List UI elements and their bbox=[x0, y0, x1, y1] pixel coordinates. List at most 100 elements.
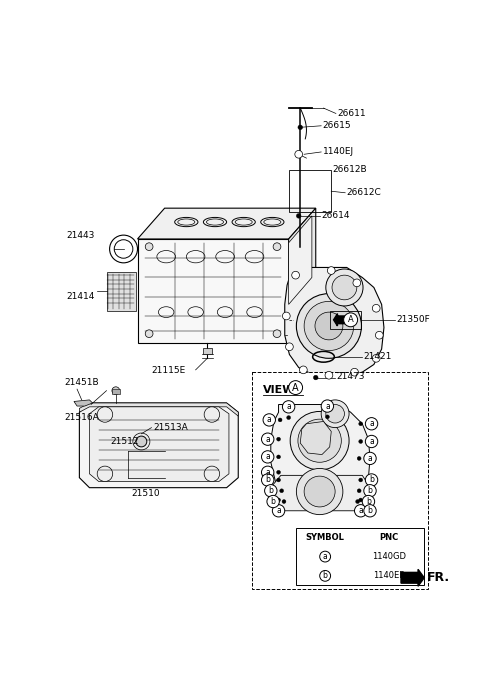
Circle shape bbox=[136, 436, 147, 447]
Polygon shape bbox=[288, 208, 316, 343]
Circle shape bbox=[364, 504, 376, 517]
Circle shape bbox=[359, 422, 362, 426]
Circle shape bbox=[304, 301, 354, 351]
Polygon shape bbox=[288, 216, 312, 304]
Circle shape bbox=[357, 456, 361, 460]
Text: 1140EJ: 1140EJ bbox=[323, 147, 354, 156]
Text: 21451B: 21451B bbox=[64, 379, 98, 387]
Text: a: a bbox=[286, 402, 291, 411]
Circle shape bbox=[364, 485, 376, 497]
Text: PNC: PNC bbox=[380, 533, 399, 542]
Text: FR.: FR. bbox=[427, 571, 450, 584]
Polygon shape bbox=[137, 239, 288, 343]
Circle shape bbox=[321, 400, 334, 412]
Text: SYMBOL: SYMBOL bbox=[306, 533, 345, 542]
Text: 21350F: 21350F bbox=[396, 315, 430, 324]
Circle shape bbox=[288, 381, 302, 395]
Text: b: b bbox=[366, 497, 371, 506]
Text: 26611: 26611 bbox=[337, 109, 366, 118]
Text: a: a bbox=[276, 506, 281, 515]
Circle shape bbox=[315, 312, 343, 340]
Bar bbox=[296, 528, 424, 585]
Circle shape bbox=[357, 509, 361, 512]
Circle shape bbox=[325, 371, 333, 379]
Circle shape bbox=[282, 312, 290, 320]
Circle shape bbox=[359, 478, 362, 482]
Polygon shape bbox=[79, 403, 238, 487]
Text: a: a bbox=[265, 435, 270, 443]
Text: 21512: 21512 bbox=[110, 437, 139, 446]
Circle shape bbox=[286, 343, 293, 351]
Circle shape bbox=[97, 407, 113, 422]
Circle shape bbox=[320, 571, 331, 581]
Circle shape bbox=[321, 400, 349, 428]
Circle shape bbox=[145, 243, 153, 251]
Circle shape bbox=[262, 474, 274, 486]
Circle shape bbox=[262, 451, 274, 463]
Polygon shape bbox=[137, 208, 316, 239]
Circle shape bbox=[296, 214, 301, 218]
Text: 26612C: 26612C bbox=[347, 189, 382, 197]
Polygon shape bbox=[285, 268, 384, 378]
Circle shape bbox=[292, 271, 300, 279]
Text: a: a bbox=[369, 419, 374, 429]
Circle shape bbox=[372, 354, 380, 362]
Circle shape bbox=[300, 366, 307, 374]
Circle shape bbox=[365, 435, 378, 448]
Circle shape bbox=[97, 466, 113, 481]
Text: 21473: 21473 bbox=[336, 372, 365, 381]
Text: b: b bbox=[323, 571, 327, 580]
Circle shape bbox=[353, 279, 360, 287]
Circle shape bbox=[298, 419, 341, 462]
Circle shape bbox=[326, 404, 345, 423]
Circle shape bbox=[278, 418, 282, 422]
Text: a: a bbox=[368, 454, 372, 463]
Text: a: a bbox=[359, 506, 363, 515]
Polygon shape bbox=[79, 403, 238, 416]
Circle shape bbox=[276, 455, 280, 459]
Circle shape bbox=[298, 125, 302, 130]
Circle shape bbox=[287, 416, 290, 420]
Text: 26614: 26614 bbox=[321, 212, 349, 220]
Circle shape bbox=[114, 240, 133, 258]
Polygon shape bbox=[271, 404, 370, 511]
Polygon shape bbox=[89, 407, 229, 481]
Circle shape bbox=[296, 293, 361, 358]
Circle shape bbox=[282, 401, 295, 413]
Circle shape bbox=[276, 470, 280, 474]
Text: 21443: 21443 bbox=[66, 231, 95, 239]
Text: a: a bbox=[265, 452, 270, 462]
Circle shape bbox=[267, 496, 279, 508]
Circle shape bbox=[296, 468, 343, 514]
Circle shape bbox=[375, 331, 383, 339]
Circle shape bbox=[273, 243, 281, 251]
Text: A: A bbox=[348, 315, 353, 324]
Circle shape bbox=[282, 500, 286, 504]
Polygon shape bbox=[112, 389, 120, 393]
Circle shape bbox=[332, 275, 357, 299]
Text: 26612B: 26612B bbox=[333, 165, 367, 174]
Circle shape bbox=[372, 304, 380, 312]
Text: b: b bbox=[369, 475, 374, 485]
Circle shape bbox=[276, 498, 280, 502]
Text: 26615: 26615 bbox=[323, 121, 351, 130]
Text: a: a bbox=[323, 552, 327, 561]
Text: A: A bbox=[292, 383, 299, 393]
Circle shape bbox=[326, 269, 363, 306]
Circle shape bbox=[364, 452, 376, 464]
Circle shape bbox=[204, 466, 220, 481]
Polygon shape bbox=[300, 421, 331, 454]
Circle shape bbox=[357, 489, 361, 493]
Text: b: b bbox=[368, 486, 372, 496]
Circle shape bbox=[145, 330, 153, 337]
Circle shape bbox=[280, 489, 284, 493]
Circle shape bbox=[273, 330, 281, 337]
Bar bbox=[288, 170, 331, 212]
Text: 21115E: 21115E bbox=[152, 366, 186, 375]
Text: 21510: 21510 bbox=[132, 489, 160, 498]
Text: a: a bbox=[267, 416, 272, 425]
Circle shape bbox=[327, 267, 335, 274]
Circle shape bbox=[262, 433, 274, 445]
Text: a: a bbox=[325, 402, 330, 410]
Circle shape bbox=[264, 485, 277, 497]
